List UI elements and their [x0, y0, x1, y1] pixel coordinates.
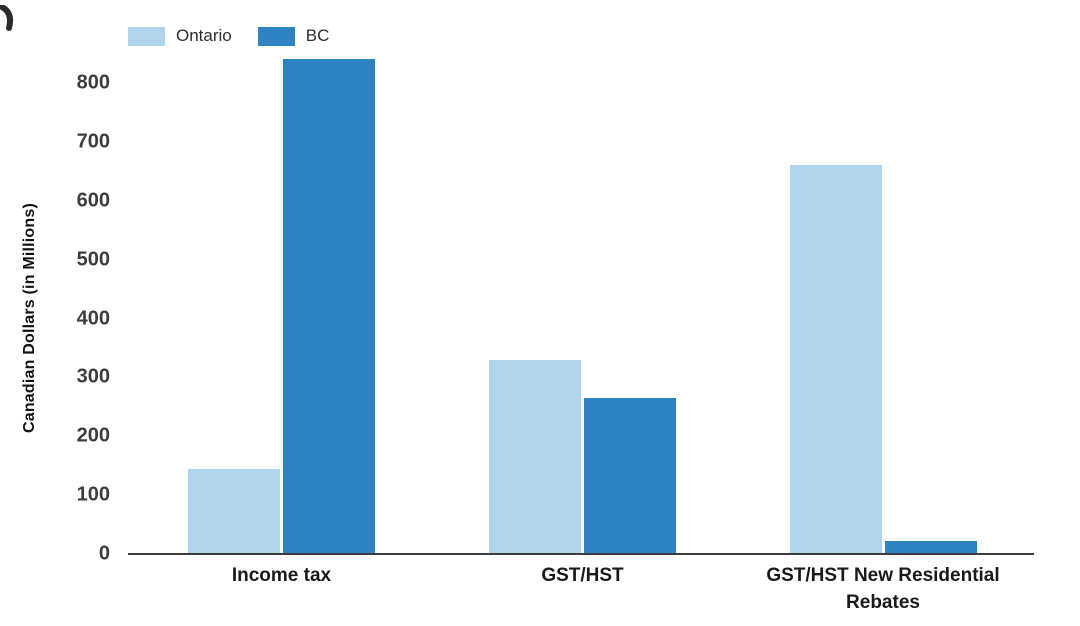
bar-ontario-income-tax: [188, 468, 280, 554]
x-axis-line: [128, 553, 1034, 555]
y-tick-label-500: 500: [76, 248, 110, 271]
bar-bc-gst-hst: [584, 397, 676, 554]
y-tick-label-600: 600: [76, 189, 110, 212]
bar-ontario-gst-hst: [489, 359, 581, 554]
bar-bc-gst-hst-new-residential-rebates: [884, 541, 977, 554]
legend-swatch-ontario: [128, 26, 165, 46]
legend-swatch-bc: [257, 26, 295, 46]
legend-item-ontario: Ontario: [128, 26, 232, 46]
legend-label-ontario: Ontario: [176, 26, 232, 45]
x-category-label-income-tax: Income tax: [231, 565, 332, 586]
x-category-label-gst-hst-new-residential-rebates: GST/HST New Residential Rebates: [766, 565, 1000, 613]
y-tick-label-100: 100: [76, 483, 110, 506]
x-category-label-gst-hst: GST/HST: [541, 565, 624, 586]
y-tick-label-400: 400: [76, 307, 110, 329]
y-tick-label-200: 200: [76, 424, 110, 447]
y-tick-label-0: 0: [98, 542, 110, 565]
legend-item-bc: BC: [257, 26, 330, 46]
y-tick-label-800: 800: [76, 71, 110, 94]
legend: Ontario BC: [128, 26, 329, 46]
bar-bc-income-tax: [283, 59, 375, 554]
corner-stray-mark: [0, 5, 14, 31]
y-tick-label-700: 700: [76, 130, 110, 153]
legend-label-bc: BC: [305, 26, 330, 45]
y-tick-label-300: 300: [76, 365, 110, 388]
bar-ontario-gst-hst-new-residential-rebates: [789, 165, 882, 554]
